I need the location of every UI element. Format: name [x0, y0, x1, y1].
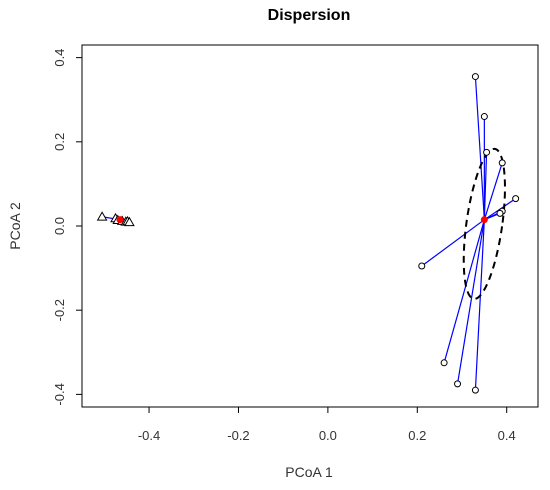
y-tick-label: 0.2: [52, 133, 67, 151]
data-point-circle: [512, 195, 520, 203]
data-point-circle: [471, 73, 479, 81]
x-tick-label: -0.2: [227, 428, 249, 443]
x-tick-label: 0.2: [408, 428, 426, 443]
y-axis: -0.4 -0.2 0.0 0.2 0.4: [52, 49, 82, 406]
y-tick-label: 0.4: [52, 49, 67, 67]
centroid-marker: [480, 216, 488, 224]
y-axis-label: PCoA 2: [7, 202, 23, 250]
dispersion-ellipses: [462, 147, 506, 300]
x-axis: -0.4 -0.2 0.0 0.2 0.4: [138, 407, 516, 443]
spider-segments: [102, 76, 516, 391]
dispersion-ellipse: [462, 147, 506, 300]
y-tick-label: -0.2: [52, 299, 67, 321]
data-point-circle: [440, 359, 448, 367]
spider-segment: [483, 152, 488, 220]
x-axis-label: PCoA 1: [285, 464, 333, 480]
data-point-circle: [471, 386, 479, 394]
chart-title: Dispersion: [268, 7, 351, 24]
data-point-circle: [480, 113, 488, 121]
spider-segment: [421, 219, 485, 267]
group-centroids: [116, 216, 488, 224]
y-tick-label: 0.0: [52, 217, 67, 235]
data-points: [96, 73, 520, 394]
data-point-circle: [483, 148, 491, 156]
plot-frame: [81, 44, 539, 408]
spider-segment: [474, 219, 485, 391]
x-tick-label: -0.4: [138, 428, 160, 443]
spider-segment: [483, 162, 503, 220]
x-tick-label: 0.0: [319, 428, 337, 443]
x-tick-label: 0.4: [498, 428, 516, 443]
data-point-circle: [454, 380, 462, 388]
data-point-circle: [418, 262, 426, 270]
y-tick-label: -0.4: [52, 383, 67, 405]
spider-segment: [443, 219, 485, 363]
data-point-circle: [496, 209, 504, 217]
data-point-triangle: [124, 216, 135, 227]
spider-segment: [456, 219, 485, 384]
spider-segment: [474, 76, 485, 220]
data-point-circle: [498, 159, 506, 167]
centroid-marker: [116, 216, 124, 224]
data-point-triangle: [96, 211, 108, 221]
